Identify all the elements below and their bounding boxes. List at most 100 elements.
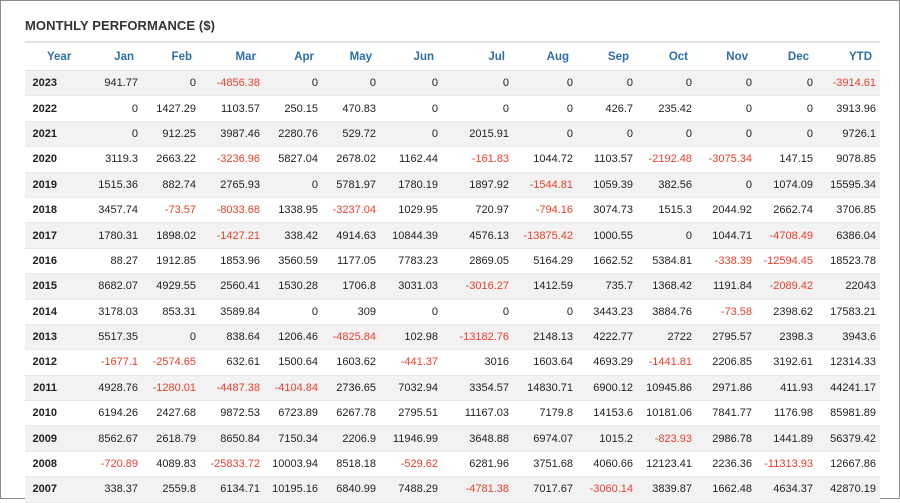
month-value-cell: 2722 bbox=[637, 324, 696, 351]
month-value-cell: 3987.46 bbox=[200, 121, 264, 148]
month-value-cell: 0 bbox=[142, 324, 200, 351]
month-value-cell: 7150.34 bbox=[264, 425, 322, 452]
month-value-cell: 0 bbox=[380, 121, 442, 148]
month-value-cell: 1412.59 bbox=[513, 273, 577, 300]
month-value-cell: 6267.78 bbox=[322, 400, 380, 427]
column-header-jul[interactable]: Jul bbox=[442, 41, 513, 71]
month-value-cell: 0 bbox=[142, 70, 200, 97]
month-value-cell: -2089.42 bbox=[756, 273, 817, 300]
column-header-jan[interactable]: Jan bbox=[77, 41, 142, 71]
month-value-cell: 1044.72 bbox=[513, 146, 577, 173]
column-header-mar[interactable]: Mar bbox=[200, 41, 264, 71]
month-value-cell: 10195.16 bbox=[264, 476, 322, 503]
month-value-cell: -2574.65 bbox=[142, 349, 200, 376]
column-header-sep[interactable]: Sep bbox=[577, 41, 637, 71]
month-value-cell: 2971.86 bbox=[696, 375, 756, 402]
month-value-cell: 4089.83 bbox=[142, 451, 200, 478]
month-value-cell: -4856.38 bbox=[200, 70, 264, 97]
table-row: 2012 -1677.1 -2574.65 632.61 1500.64 1603.62-… bbox=[25, 349, 880, 376]
month-value-cell: 1662.52 bbox=[577, 248, 637, 275]
month-value-cell: 1441.89 bbox=[756, 425, 817, 452]
month-value-cell: 11167.03 bbox=[442, 400, 513, 427]
ytd-cell: 12314.33 bbox=[817, 349, 880, 376]
month-value-cell: -11313.93 bbox=[756, 451, 817, 478]
month-value-cell: -3060.14 bbox=[577, 476, 637, 503]
month-value-cell: 5517.35 bbox=[77, 324, 142, 351]
ytd-cell: 18523.78 bbox=[817, 248, 880, 275]
month-value-cell: 529.72 bbox=[322, 121, 380, 148]
month-value-cell: 1662.48 bbox=[696, 476, 756, 503]
year-cell: 2014 bbox=[25, 299, 77, 325]
column-header-nov[interactable]: Nov bbox=[696, 41, 756, 71]
table-row: 2021 0 912.25 3987.46 2280.76 529.72 0 2015.91 0… bbox=[25, 121, 880, 148]
month-value-cell: 882.74 bbox=[142, 172, 200, 198]
month-value-cell: 1780.31 bbox=[77, 222, 142, 249]
month-value-cell: 7488.29 bbox=[380, 476, 442, 503]
month-value-cell: 3839.87 bbox=[637, 476, 696, 503]
column-header-apr[interactable]: Apr bbox=[264, 41, 322, 71]
month-value-cell: 1191.84 bbox=[696, 273, 756, 300]
column-header-oct[interactable]: Oct bbox=[637, 41, 696, 71]
month-value-cell: 912.25 bbox=[142, 121, 200, 148]
month-value-cell: 5827.04 bbox=[264, 146, 322, 173]
column-header-feb[interactable]: Feb bbox=[142, 41, 200, 71]
table-row: 2009 8562.67 2618.79 8650.84 7150.34 2206.9 11… bbox=[25, 425, 880, 452]
column-header-dec[interactable]: Dec bbox=[756, 41, 817, 71]
month-value-cell: 0 bbox=[513, 95, 577, 122]
year-cell: 2012 bbox=[25, 349, 77, 376]
month-value-cell: 632.61 bbox=[200, 349, 264, 376]
month-value-cell: 0 bbox=[77, 121, 142, 148]
month-value-cell: 1603.64 bbox=[513, 349, 577, 376]
month-value-cell: 3648.88 bbox=[442, 425, 513, 452]
month-value-cell: 3443.23 bbox=[577, 299, 637, 325]
month-value-cell: -1280.01 bbox=[142, 375, 200, 402]
column-header-aug[interactable]: Aug bbox=[513, 41, 577, 71]
month-value-cell: 2736.65 bbox=[322, 375, 380, 402]
panel-title: MONTHLY PERFORMANCE ($) bbox=[25, 18, 216, 33]
month-value-cell: 2795.57 bbox=[696, 324, 756, 351]
month-value-cell: -338.39 bbox=[696, 248, 756, 275]
month-value-cell: 3016 bbox=[442, 349, 513, 376]
month-value-cell: 6194.26 bbox=[77, 400, 142, 427]
table-body: 2023 941.77 0 -4856.38 0 0 0 0 0 0 0 0 0 -3914.61 2022… bbox=[25, 70, 880, 503]
column-header-jun[interactable]: Jun bbox=[380, 41, 442, 71]
ytd-cell: 42870.19 bbox=[817, 476, 880, 503]
month-value-cell: 0 bbox=[756, 70, 817, 97]
column-header-ytd[interactable]: YTD bbox=[817, 41, 880, 71]
month-value-cell: 10181.06 bbox=[637, 400, 696, 427]
month-value-cell: -3075.34 bbox=[696, 146, 756, 173]
month-value-cell: -13182.76 bbox=[442, 324, 513, 351]
year-cell: 2007 bbox=[25, 476, 77, 503]
month-value-cell: 1044.71 bbox=[696, 222, 756, 249]
table-row: 2007 338.37 2559.8 6134.71 10195.16 6840.99 74… bbox=[25, 476, 880, 503]
month-value-cell: 0 bbox=[696, 95, 756, 122]
month-value-cell: 2398.3 bbox=[756, 324, 817, 351]
month-value-cell: 2427.68 bbox=[142, 400, 200, 427]
table-row: 2011 4928.76 -1280.01 -4487.38 -4104.84 2736.… bbox=[25, 375, 880, 402]
month-value-cell: 0 bbox=[577, 70, 637, 97]
month-value-cell: 1059.39 bbox=[577, 172, 637, 198]
month-value-cell: -4104.84 bbox=[264, 375, 322, 402]
month-value-cell: 2678.02 bbox=[322, 146, 380, 173]
column-header-may[interactable]: May bbox=[322, 41, 380, 71]
column-header-year[interactable]: Year bbox=[25, 41, 77, 71]
month-value-cell: 8562.67 bbox=[77, 425, 142, 452]
month-value-cell: -161.83 bbox=[442, 146, 513, 173]
month-value-cell: 2662.74 bbox=[756, 197, 817, 224]
table-row: 2013 5517.35 0 838.64 1206.46 -4825.84 102.98-… bbox=[25, 324, 880, 351]
month-value-cell: 0 bbox=[442, 70, 513, 97]
month-value-cell: 4576.13 bbox=[442, 222, 513, 249]
month-value-cell: 338.42 bbox=[264, 222, 322, 249]
month-value-cell: 7179.8 bbox=[513, 400, 577, 427]
month-value-cell: 1500.64 bbox=[264, 349, 322, 376]
month-value-cell: 6281.96 bbox=[442, 451, 513, 478]
year-cell: 2017 bbox=[25, 222, 77, 249]
month-value-cell: 0 bbox=[380, 95, 442, 122]
year-cell: 2019 bbox=[25, 172, 77, 198]
month-value-cell: 5781.97 bbox=[322, 172, 380, 198]
month-value-cell: 1162.44 bbox=[380, 146, 442, 173]
month-value-cell: -3236.96 bbox=[200, 146, 264, 173]
month-value-cell: -1427.21 bbox=[200, 222, 264, 249]
month-value-cell: -73.58 bbox=[696, 299, 756, 325]
month-value-cell: 470.83 bbox=[322, 95, 380, 122]
